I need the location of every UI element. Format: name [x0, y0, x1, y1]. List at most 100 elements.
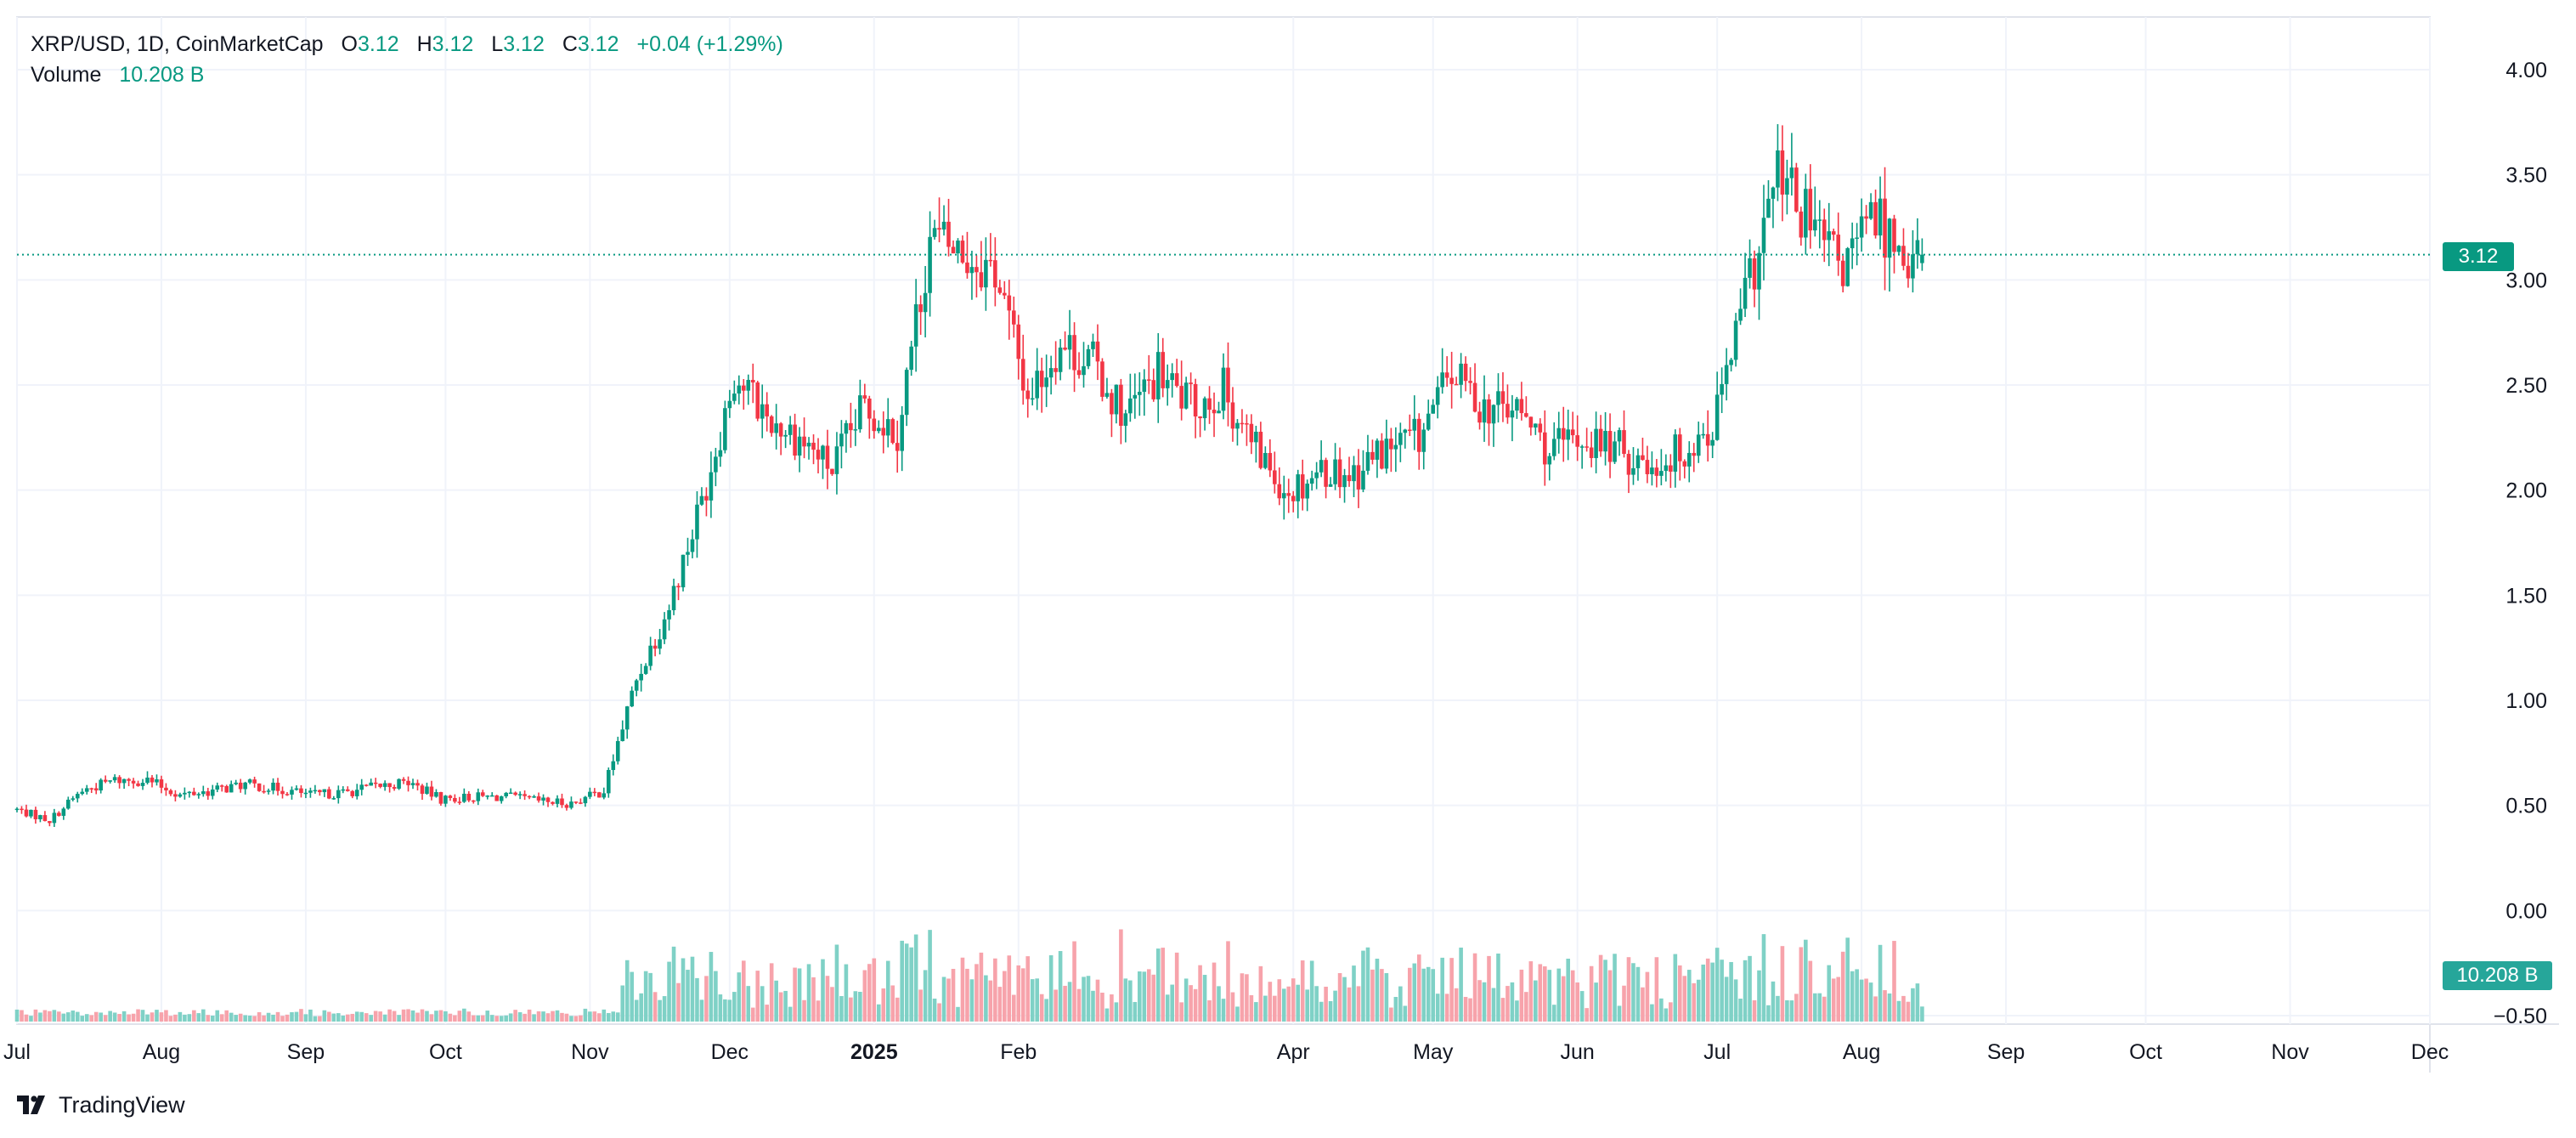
y-tick-label: 3.50 — [2505, 164, 2547, 188]
volume-bar — [136, 1009, 140, 1022]
volume-bar — [1361, 950, 1365, 1022]
volume-bar — [760, 986, 765, 1022]
candle-body — [1431, 405, 1436, 414]
volume-bar — [1579, 991, 1585, 1022]
volume-bar — [1380, 969, 1384, 1022]
volume-bar — [448, 1013, 453, 1022]
candle-body — [1263, 453, 1268, 468]
volume-bar — [131, 1013, 136, 1022]
candle-body — [1720, 383, 1724, 395]
volume-bar — [285, 1014, 290, 1022]
volume-bar — [1561, 976, 1566, 1022]
volume-bar — [1840, 951, 1845, 1022]
low-label: L — [491, 32, 504, 56]
volume-bar — [937, 1003, 941, 1022]
volume-bar — [140, 1010, 145, 1022]
close-label: C — [562, 32, 578, 56]
volume-bar — [1887, 993, 1892, 1022]
volume-bar — [974, 964, 979, 1022]
candle-body — [485, 795, 490, 797]
candle-body — [1836, 235, 1841, 261]
candle-body — [956, 241, 960, 254]
candle-body — [1030, 398, 1035, 400]
symbol-label[interactable]: XRP/USD, 1D, CoinMarketCap — [31, 32, 324, 56]
candle-body — [1221, 367, 1226, 411]
volume-bar — [224, 1010, 229, 1022]
candle-body — [401, 778, 406, 781]
volume-bar — [588, 1011, 592, 1022]
volume-bar — [1207, 1000, 1212, 1022]
volume-bar — [1025, 956, 1031, 1022]
volume-bar — [1230, 992, 1235, 1022]
volume-bar — [1123, 978, 1128, 1022]
volume-bar — [24, 1014, 29, 1022]
volume-bar — [453, 1015, 457, 1022]
candle-body — [1822, 219, 1827, 241]
candle-body — [718, 450, 723, 457]
candle-body — [676, 586, 681, 588]
volume-bar — [527, 1009, 532, 1022]
volume-bar — [1566, 959, 1571, 1022]
y-tick-label: 0.50 — [2505, 795, 2547, 818]
candle-body — [830, 468, 834, 474]
volume-bar — [1314, 986, 1319, 1022]
volume-bar — [579, 1015, 583, 1022]
volume-bar — [1724, 977, 1729, 1022]
volume-bar — [341, 1015, 346, 1022]
volume-bar — [1654, 957, 1659, 1022]
candle-body — [1752, 258, 1757, 290]
volume-bar — [1617, 1005, 1622, 1022]
tradingview-brand[interactable]: TradingView — [17, 1090, 185, 1119]
candle-body — [881, 427, 886, 436]
volume-bar — [523, 1013, 527, 1022]
volume-bar — [1729, 961, 1733, 1022]
volume-bar — [262, 1015, 266, 1022]
volume-bar — [1500, 998, 1505, 1022]
candle-body — [984, 259, 988, 288]
candle-body — [611, 761, 616, 770]
candle-body — [1729, 360, 1733, 365]
volume-bar — [597, 1013, 602, 1022]
volume-bar — [1048, 954, 1054, 1022]
candle-body — [1463, 363, 1468, 382]
candle-body — [569, 801, 573, 808]
candle-body — [1883, 198, 1887, 258]
volume-bar — [993, 958, 997, 1022]
volume-bar — [1570, 970, 1575, 1022]
candle-body — [746, 379, 751, 391]
candle-body — [1808, 189, 1813, 231]
volume-bar — [1776, 995, 1780, 1022]
candle-body — [844, 422, 849, 434]
candle-body — [1645, 460, 1650, 474]
candle-body — [811, 442, 816, 450]
candle-body — [341, 789, 346, 791]
volume-bar — [1692, 982, 1697, 1022]
volume-bar — [89, 1015, 94, 1022]
volume-bar — [1761, 934, 1766, 1022]
volume-bar — [369, 1015, 373, 1022]
volume-bar — [1855, 969, 1859, 1022]
volume-bar — [1491, 988, 1496, 1022]
volume-label[interactable]: Volume — [31, 63, 102, 87]
candle-body — [1170, 373, 1174, 381]
volume-bar — [1082, 977, 1086, 1022]
volume-bar — [1151, 974, 1156, 1022]
volume-bar — [1673, 954, 1678, 1022]
volume-bar — [112, 1012, 117, 1022]
candle-body — [615, 740, 620, 761]
volume-bar — [313, 1016, 318, 1022]
volume-bar — [201, 1009, 206, 1022]
candle-body — [238, 782, 243, 790]
volume-bar — [1240, 973, 1245, 1022]
volume-bar — [1067, 982, 1072, 1022]
volume-bar — [862, 970, 867, 1022]
volume-bar — [904, 943, 909, 1022]
candle-body — [1361, 470, 1365, 490]
volume-bar — [816, 1000, 821, 1022]
volume-bar — [1873, 996, 1878, 1022]
y-tick-label: 2.50 — [2505, 374, 2547, 398]
candle-body — [1892, 218, 1896, 252]
volume-bar — [1449, 958, 1454, 1022]
volume-bar — [885, 960, 890, 1022]
